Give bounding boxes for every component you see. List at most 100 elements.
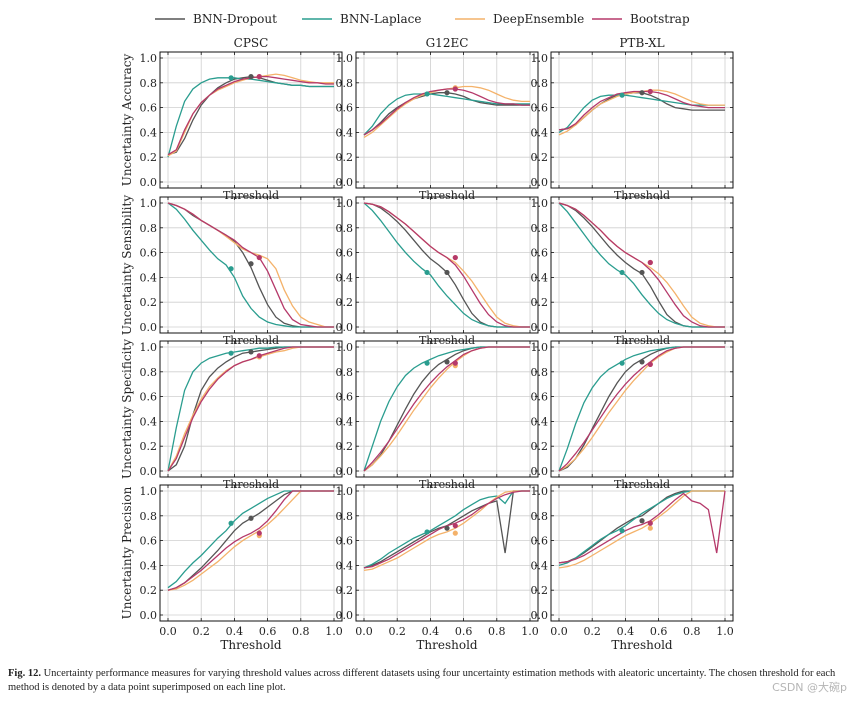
y-tick-label: 0.0 <box>336 465 354 478</box>
y-tick-label: 0.2 <box>140 296 158 309</box>
y-tick-label: 0.2 <box>336 584 354 597</box>
threshold-marker-bootstrap <box>452 86 458 92</box>
threshold-marker-bnn-laplace <box>424 529 430 535</box>
threshold-marker-bnn-laplace <box>619 360 625 366</box>
panel-uncertainty-accuracy-ptb-xl <box>550 51 734 189</box>
x-tick-label: 0.0 <box>159 625 177 638</box>
threshold-marker-bnn-laplace <box>228 266 234 272</box>
x-tick-label: 0.0 <box>355 625 373 638</box>
x-tick-label: 0.2 <box>192 625 210 638</box>
threshold-marker-bnn-dropout <box>444 525 450 531</box>
y-tick-label: 0.8 <box>140 77 158 90</box>
threshold-marker-bootstrap <box>256 74 262 80</box>
series-line-deepensemble <box>363 202 530 328</box>
series-line-bnn-dropout <box>363 346 530 472</box>
y-tick-label: 0.0 <box>140 321 158 334</box>
column-title: PTB-XL <box>619 36 664 50</box>
y-tick-label: 0.2 <box>140 440 158 453</box>
series-line-deepensemble <box>167 346 334 472</box>
y-tick-label: 0.4 <box>531 415 549 428</box>
threshold-marker-bootstrap <box>647 520 653 526</box>
threshold-marker-bnn-laplace <box>228 75 234 81</box>
y-tick-label: 0.6 <box>531 391 549 404</box>
y-tick-label: 0.6 <box>140 102 158 115</box>
threshold-marker-bnn-laplace <box>424 360 430 366</box>
series-line-bnn-laplace <box>167 202 334 328</box>
column-title: G12EC <box>426 36 469 50</box>
y-tick-label: 0.0 <box>531 609 549 622</box>
threshold-marker-bnn-dropout <box>248 349 254 355</box>
y-axis-label: Uncertainty Accuracy <box>120 53 134 186</box>
x-tick-label: 0.4 <box>226 625 244 638</box>
x-tick-label: 0.8 <box>683 625 701 638</box>
threshold-marker-bootstrap <box>452 360 458 366</box>
panel-frame <box>550 51 734 189</box>
y-tick-label: 0.0 <box>531 321 549 334</box>
x-tick-label: 0.2 <box>388 625 406 638</box>
y-tick-label: 0.8 <box>336 222 354 235</box>
y-tick-label: 0.0 <box>140 176 158 189</box>
x-tick-label: 0.0 <box>550 625 568 638</box>
x-axis-label: Threshold <box>419 189 475 202</box>
y-tick-label: 0.8 <box>531 222 549 235</box>
y-tick-label: 0.6 <box>336 102 354 115</box>
y-tick-label: 0.6 <box>531 535 549 548</box>
threshold-marker-bnn-laplace <box>228 350 234 356</box>
column-title: CPSC <box>234 36 269 50</box>
y-tick-label: 0.8 <box>531 510 549 523</box>
x-tick-label: 1.0 <box>521 625 539 638</box>
panel-frame <box>355 196 539 334</box>
panel-uncertainty-precision-g12ec <box>355 484 539 622</box>
y-tick-label: 0.0 <box>140 609 158 622</box>
threshold-marker-bnn-dropout <box>639 90 645 96</box>
y-tick-label: 0.0 <box>336 321 354 334</box>
threshold-marker-bnn-dropout <box>639 359 645 365</box>
x-tick-label: 0.4 <box>422 625 440 638</box>
series-line-deepensemble <box>558 89 725 136</box>
x-tick-label: 1.0 <box>325 625 343 638</box>
y-tick-label: 0.4 <box>531 559 549 572</box>
panel-frame <box>550 484 734 622</box>
y-tick-label: 0.6 <box>140 247 158 260</box>
x-axis-label: Threshold <box>614 189 670 202</box>
y-tick-label: 0.2 <box>140 584 158 597</box>
y-tick-label: 1.0 <box>140 52 158 65</box>
series-line-bnn-laplace <box>558 202 725 328</box>
series-line-deepensemble <box>558 490 725 569</box>
caption-text: Uncertainty performance measures for var… <box>8 668 836 693</box>
y-tick-label: 0.6 <box>140 391 158 404</box>
legend-label: BNN-Dropout <box>193 12 277 26</box>
y-tick-label: 0.8 <box>336 366 354 379</box>
x-axis-label: Threshold <box>416 638 478 652</box>
threshold-marker-bootstrap <box>452 254 458 261</box>
series-line-bootstrap <box>363 202 530 328</box>
series-line-bnn-laplace <box>363 202 530 328</box>
threshold-marker-bnn-laplace <box>619 269 625 276</box>
x-tick-label: 0.8 <box>292 625 310 638</box>
y-tick-label: 1.0 <box>336 485 354 498</box>
y-tick-label: 0.2 <box>140 151 158 164</box>
y-tick-label: 0.4 <box>140 126 158 139</box>
x-tick-label: 1.0 <box>716 625 734 638</box>
y-tick-label: 0.2 <box>531 440 549 453</box>
y-tick-label: 0.2 <box>336 296 354 309</box>
series-line-bootstrap <box>558 202 725 328</box>
y-tick-label: 1.0 <box>140 485 158 498</box>
series-line-bnn-dropout <box>167 346 334 472</box>
series-line-bootstrap <box>167 346 334 472</box>
y-tick-label: 0.2 <box>336 151 354 164</box>
series-line-bnn-laplace <box>558 94 725 133</box>
series-line-bnn-laplace <box>167 346 334 472</box>
y-tick-label: 0.0 <box>531 465 549 478</box>
threshold-marker-deepensemble <box>647 525 653 531</box>
y-tick-label: 1.0 <box>531 52 549 65</box>
series-line-bootstrap <box>167 490 334 591</box>
series-line-bnn-laplace <box>363 346 530 472</box>
panel-uncertainty-sensibility-g12ec <box>355 196 539 334</box>
threshold-marker-bnn-dropout <box>444 359 450 365</box>
series-line-bnn-laplace <box>558 346 725 472</box>
legend-label: Bootstrap <box>630 12 690 26</box>
y-tick-label: 0.6 <box>531 102 549 115</box>
panel-frame <box>550 196 734 334</box>
panel-frame <box>159 484 343 622</box>
